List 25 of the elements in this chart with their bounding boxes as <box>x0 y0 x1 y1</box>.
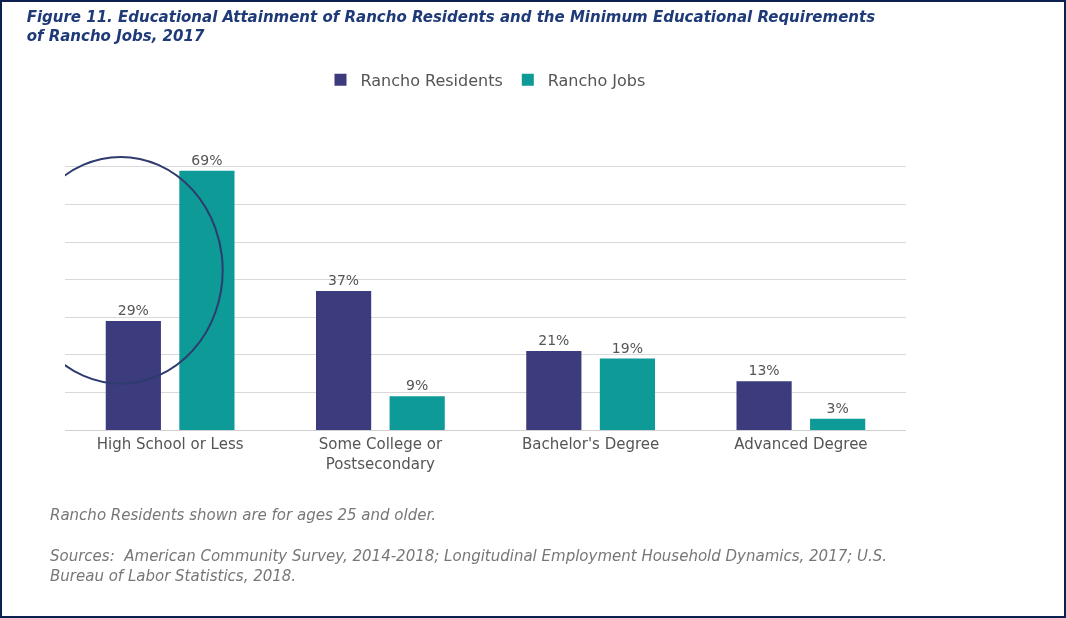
bar <box>810 418 866 430</box>
legend-label: Rancho Residents <box>360 71 503 91</box>
data-label: 37% <box>328 271 360 288</box>
bar <box>315 290 372 430</box>
chart-title: Figure 11. Educational Attainment of Rancho Residents and the Minimum Educational Requirements of Rancho Jobs, 2017 <box>26 7 876 46</box>
bar <box>526 351 582 430</box>
x-tick-label: Bachelor's Degree <box>521 435 660 453</box>
x-tick-label: Some College or Postsecondary <box>318 435 443 473</box>
data-label: 21% <box>538 332 570 349</box>
bar <box>736 381 792 430</box>
bar <box>389 396 445 430</box>
data-label: 29% <box>117 302 149 318</box>
data-label: 9% <box>406 377 429 394</box>
data-label: 3% <box>826 399 849 416</box>
bar <box>599 358 656 430</box>
text: Rancho Residents shown are for ages 25 and older. <box>50 506 436 524</box>
source-note: Sources: American Community Survey, 2014-2018; Longitudinal Employment Household Dynamics, 2017; U.S. Bureau of Labor Statistics, 2018. <box>50 547 888 585</box>
bar <box>105 321 161 430</box>
bar <box>179 170 235 430</box>
data-label: 69% <box>191 151 223 168</box>
data-label: 19% <box>611 339 643 356</box>
x-tick-label: High School or Less <box>96 435 244 453</box>
legend-label: Rancho Jobs <box>547 71 646 91</box>
x-tick-label: Advanced Degree <box>734 435 868 453</box>
data-label: 13% <box>748 362 780 379</box>
